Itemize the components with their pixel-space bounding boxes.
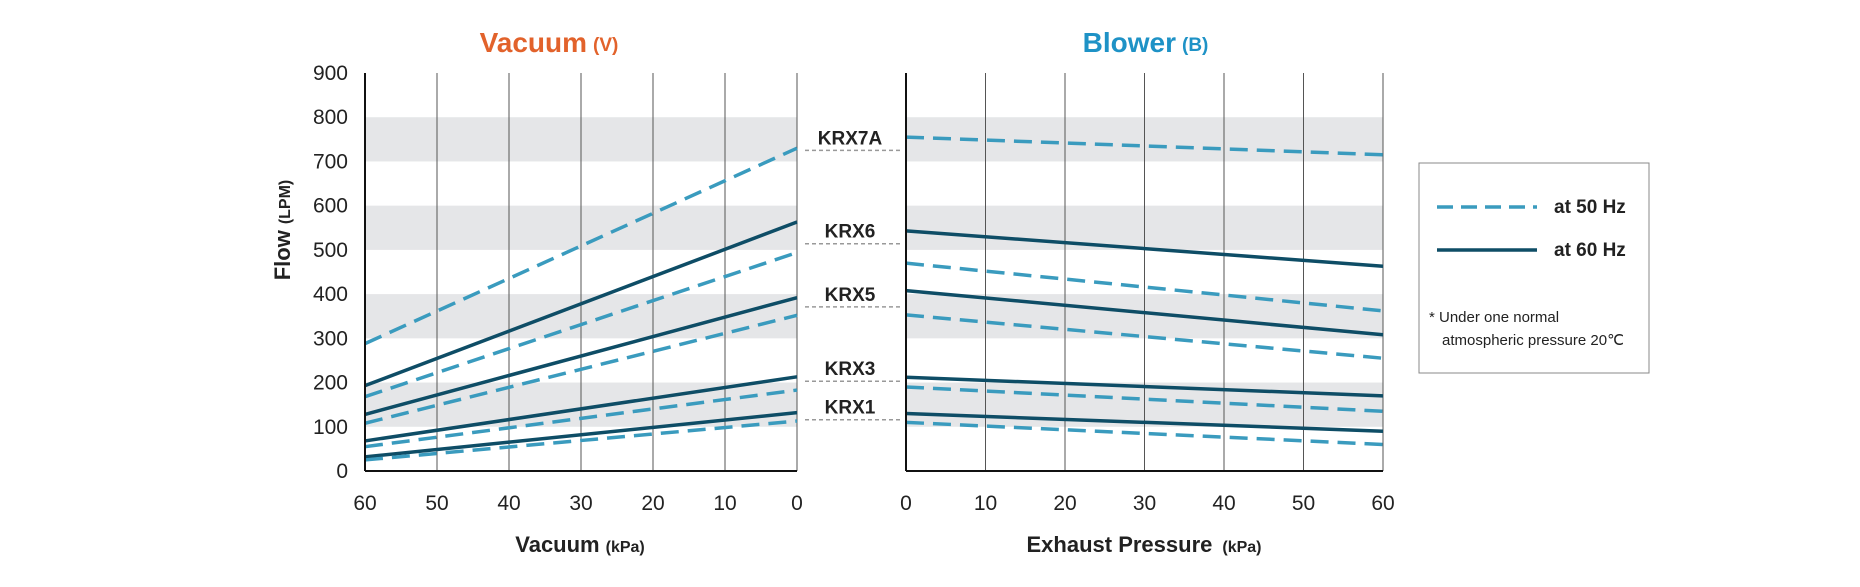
legend-50hz-label: at 50 Hz (1554, 197, 1626, 218)
blower-x-tick-label-50: 50 (1292, 492, 1315, 515)
vacuum-title: Vacuum (480, 27, 587, 58)
blower-x-tick-label-60: 60 (1371, 492, 1394, 515)
blower-series-krx3-60hz (905, 375, 1384, 398)
y-tick-label-100: 100 (313, 416, 348, 439)
y-tick-label-400: 400 (313, 283, 348, 306)
y-axis-label-group: Flow (LPM) (270, 180, 295, 281)
legend-note-line1: * Under one normal (1429, 309, 1559, 326)
axes (364, 73, 1383, 472)
series-lines (364, 135, 1384, 462)
vacuum-series-krx1-60hz (364, 410, 798, 459)
blower-series-krx1-60hz (905, 411, 1384, 433)
blower-x-tick-label-30: 30 (1133, 492, 1156, 515)
blower-x-tick-label-20: 20 (1053, 492, 1076, 515)
model-label-bg-krx1 (813, 395, 887, 418)
model-labels: KRX7A KRX6 KRX5 KRX3 KRX1 (813, 126, 887, 419)
y-tick-label-900: 900 (313, 62, 348, 85)
model-label-krx3: KRX3 (825, 359, 876, 380)
background-bands (365, 117, 1383, 427)
blower-x-tick-label-0: 0 (900, 492, 912, 515)
vacuum-series-krx7a-50hz (364, 146, 798, 346)
model-label-bg-krx6 (813, 219, 887, 242)
tick-labels: 60 50 40 30 20 10 0010020030040050060070080090… (313, 62, 1395, 515)
model-label-bg-krx7a (813, 126, 887, 149)
blower-x-axis-label: Exhaust Pressure (kPa) (1027, 532, 1262, 557)
vacuum-x-tick-label-40: 40 (497, 492, 520, 515)
y-tick-label-0: 0 (336, 460, 348, 483)
y-tick-label-300: 300 (313, 327, 348, 350)
vacuum-title-suffix: (V) (593, 35, 618, 56)
vacuum-series-krx5-60hz (364, 295, 798, 417)
vacuum-x-axis-label-main: Vacuum (515, 532, 599, 557)
vacuum-series-krx6-50hz (364, 250, 798, 399)
y-tick-label-800: 800 (313, 106, 348, 129)
y-tick-label-700: 700 (313, 150, 348, 173)
vacuum-x-tick-label-20: 20 (641, 492, 664, 515)
model-label-krx5: KRX5 (825, 285, 876, 306)
blower-x-tick-label-40: 40 (1212, 492, 1235, 515)
vacuum-series-krx3-50hz (364, 388, 798, 449)
vacuum-x-tick-label-10: 10 (713, 492, 736, 515)
blower-title-suffix: (B) (1182, 35, 1208, 56)
model-label-krx7a: KRX7A (818, 128, 883, 149)
blower-x-axis-label-unit: (kPa) (1222, 539, 1261, 556)
vacuum-series-krx5-50hz (364, 313, 798, 425)
legend-60hz-label: at 60 Hz (1554, 240, 1626, 261)
vacuum-x-tick-label-0: 0 (791, 492, 803, 515)
y-tick-label-600: 600 (313, 195, 348, 218)
vacuum-x-tick-label-50: 50 (425, 492, 448, 515)
blower-x-tick-label-10: 10 (974, 492, 997, 515)
y-axis-label-unit: (LPM) (277, 180, 294, 224)
blower-x-axis-label-main: Exhaust Pressure (1027, 532, 1213, 557)
y-axis-label: Flow (LPM) (270, 180, 295, 281)
vacuum-x-axis-label: Vacuum (kPa) (515, 532, 645, 557)
vacuum-x-tick-label-60: 60 (353, 492, 376, 515)
legend-note-line2: atmospheric pressure 20℃ (1442, 332, 1624, 349)
blower-title: Blower (1083, 27, 1176, 58)
model-label-krx1: KRX1 (825, 398, 876, 419)
model-connectors (805, 149, 902, 421)
vacuum-series-krx1-50hz (364, 419, 798, 462)
y-tick-label-500: 500 (313, 239, 348, 262)
model-label-bg-krx5 (813, 282, 887, 305)
vacuum-x-axis-label-unit: (kPa) (606, 539, 645, 556)
vacuum-series-krx6-60hz (364, 220, 798, 388)
model-label-krx6: KRX6 (825, 222, 876, 243)
y-axis-label-main: Flow (270, 229, 295, 280)
legend-box (1418, 162, 1650, 374)
model-label-bg-krx3 (813, 357, 887, 380)
vacuum-x-tick-label-30: 30 (569, 492, 592, 515)
vacuum-series-krx3-60hz (364, 375, 798, 443)
blower-series-krx6-60hz (905, 229, 1384, 268)
y-tick-label-200: 200 (313, 372, 348, 395)
blower-series-krx5-60hz (905, 288, 1384, 337)
legend: at 50 Hz at 60 Hz * Under one normal atm… (1418, 162, 1650, 374)
